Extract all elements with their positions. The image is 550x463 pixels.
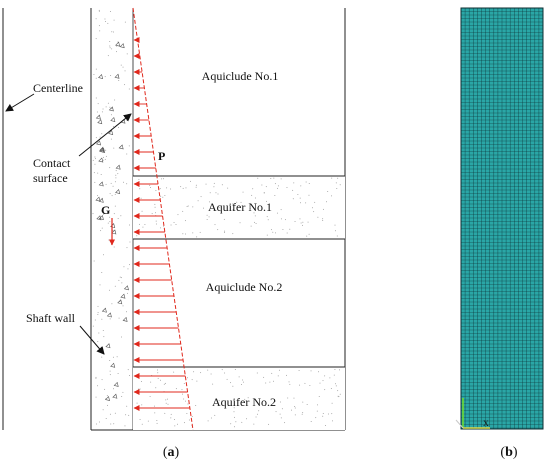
pressure-arrows bbox=[133, 37, 190, 411]
panel-b: X (b) bbox=[455, 7, 544, 460]
layer-aquiclude-2: Aquiclude No.2 bbox=[206, 280, 283, 294]
layer-label-aquiclude-1: Aquiclude No.1 bbox=[202, 69, 279, 83]
aquifer-1-texture bbox=[136, 177, 341, 238]
shaft-wall-annotation: Shaft wall bbox=[26, 311, 105, 355]
contact-surface-annotation: Contact surface bbox=[33, 113, 132, 185]
layer-label-aquifer-1: Aquifer No.1 bbox=[208, 200, 272, 214]
pressure-distribution: P bbox=[132, 7, 194, 431]
shaft-wall-label: Shaft wall bbox=[26, 311, 76, 325]
axis-x-label: X bbox=[483, 419, 489, 428]
panel-a: Aquiclude No.1 Aquifer No.1 Aquiclude No… bbox=[2, 7, 346, 460]
pressure-label: P bbox=[158, 149, 165, 163]
panel-b-caption: (b) bbox=[500, 445, 517, 460]
centerline-label: Centerline bbox=[33, 81, 83, 95]
contact-surface-leader-arrow bbox=[78, 113, 132, 157]
layer-label-aquifer-2: Aquifer No.2 bbox=[212, 395, 276, 409]
coordinate-triad: X bbox=[455, 398, 490, 429]
layer-aquifer-1: Aquifer No.1 bbox=[133, 175, 345, 240]
finite-element-mesh bbox=[460, 7, 543, 429]
centerline-annotation: Centerline bbox=[5, 81, 83, 112]
layer-aquiclude-1: Aquiclude No.1 bbox=[202, 69, 279, 83]
contact-surface-label-line2: surface bbox=[33, 171, 68, 185]
contact-surface-label-line1: Contact bbox=[33, 156, 71, 170]
gravity-label: G bbox=[101, 203, 110, 217]
gravity-indicator: G bbox=[101, 203, 115, 246]
shaft-wall-leader-arrow bbox=[79, 325, 105, 355]
panel-a-caption: (a) bbox=[163, 445, 180, 460]
centerline-leader-arrow bbox=[5, 93, 35, 112]
layer-label-aquiclude-2: Aquiclude No.2 bbox=[206, 280, 283, 294]
aquifer-2-texture bbox=[136, 368, 341, 428]
layer-aquifer-2: Aquifer No.2 bbox=[133, 366, 345, 430]
